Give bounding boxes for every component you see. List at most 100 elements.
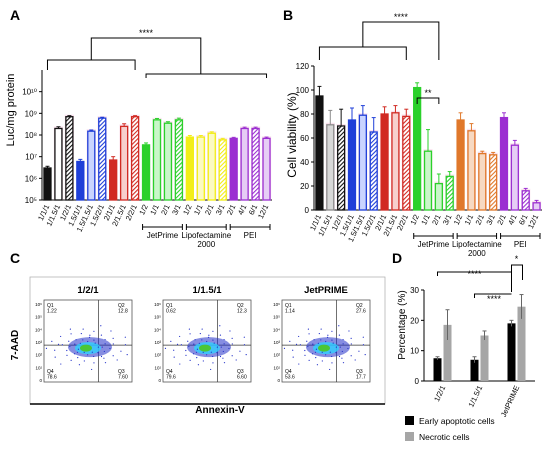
flow-event [201, 339, 203, 341]
d-bracket-2 [474, 293, 512, 298]
a-bracket-right [145, 73, 268, 78]
a-y-tick-label: 10¹⁰ [22, 88, 37, 97]
flow-event [112, 337, 114, 339]
a-bar [152, 119, 162, 201]
flow-event [320, 339, 322, 341]
d-category-label: 1/2/1 [432, 384, 447, 403]
d-legend-swatch [405, 432, 414, 441]
d-legend-label: Early apoptotic cells [419, 416, 495, 426]
flow-event [298, 335, 300, 338]
flow-q4-label: Q4 [166, 369, 173, 375]
flow-q4-label: 78.6 [47, 375, 57, 381]
a-bar [185, 136, 195, 201]
flow-tick-label: 10⁵ [35, 315, 42, 320]
flow-q3-label: 17.7 [356, 375, 366, 381]
flow-tick-label: 10⁶ [154, 302, 161, 307]
d-legend-label: Necrotic cells [419, 432, 470, 442]
flow-event [307, 328, 309, 330]
flow-q1-label: Q1 [285, 303, 292, 309]
flow-event [94, 342, 96, 344]
flow-event [339, 346, 341, 348]
flow-event [231, 343, 233, 345]
flow-event [315, 357, 317, 359]
panel-b-chart: Cell viability (%) 0204060801001201/1/11… [285, 12, 542, 258]
flow-event [354, 359, 356, 361]
flow-event [358, 350, 360, 352]
a-bracket-top [90, 37, 202, 74]
a-bar [65, 116, 74, 201]
flow-event [51, 340, 53, 342]
b-category-label: 2/1 [495, 213, 508, 226]
flow-q4-label: Q4 [47, 369, 54, 375]
flow-event [314, 351, 317, 353]
flow-event [78, 364, 81, 366]
b-bar [423, 150, 433, 211]
panel-d-chart: Percentage (%) 0 10 20 30 1/2/1 1/1.5/1 JetPRI… [397, 254, 535, 442]
flow-event [231, 337, 233, 339]
a-bar [98, 117, 107, 201]
flow-event [342, 343, 344, 345]
flow-event [350, 337, 352, 339]
b-category-label: 2/1 [474, 213, 487, 226]
flow-event [321, 351, 323, 353]
d-bracket-3 [511, 264, 523, 280]
b-bracket-top [362, 21, 440, 60]
flow-event [315, 348, 318, 350]
flow-event [308, 359, 310, 361]
a-bar [76, 160, 85, 201]
flow-q2-label: Q2 [356, 303, 363, 309]
d-y-tick-label: 20 [410, 316, 419, 325]
flow-event [364, 354, 366, 356]
flow-q4-label: Q4 [285, 369, 292, 375]
flow-event [104, 338, 106, 341]
flow-event [104, 362, 107, 364]
flow-event [212, 362, 214, 364]
a-category-label: 1/1 [192, 203, 205, 216]
flow-event [231, 355, 233, 357]
b-bar [347, 119, 357, 211]
flow-event [87, 340, 89, 343]
flow-event [298, 363, 300, 365]
flow-event [60, 335, 62, 338]
b-bar [521, 190, 530, 211]
flow-event [332, 342, 334, 344]
b-bracket-small [416, 97, 440, 104]
flow-event [201, 328, 203, 330]
flow-event [341, 357, 343, 359]
flow-event [126, 354, 128, 356]
flow-event [82, 328, 84, 330]
a-group-label: 2000 [197, 240, 215, 249]
b-y-tick-label: 0 [305, 206, 310, 215]
flow-event [325, 354, 327, 356]
b-bar [456, 119, 465, 211]
panel-a-chart: Luc/mg protein 10⁵10⁶10⁷10⁸10⁹10¹⁰1/1/11… [5, 28, 272, 249]
flow-event [75, 339, 77, 341]
flow-event [318, 332, 320, 335]
b-bar [467, 130, 476, 211]
flow-event [325, 340, 327, 343]
flow-tick-label: 10¹ [35, 365, 42, 370]
flow-tick-label: 0 [158, 378, 161, 383]
panel-letter-b: B [283, 7, 293, 23]
b-category-label: 1/2 [452, 213, 465, 226]
panel-letter-d: D [392, 250, 402, 266]
flow-q1-label: 0.62 [166, 309, 176, 315]
a-bar [229, 137, 238, 201]
flow-event [338, 325, 340, 327]
d-bracket-1 [437, 271, 512, 292]
a-bar [87, 130, 96, 201]
flow-event [187, 340, 189, 342]
flow-tick-label: 10¹ [154, 365, 161, 370]
b-bracket-left [318, 46, 407, 60]
d-bar [433, 358, 442, 381]
b-significance-1: **** [394, 12, 409, 22]
b-bar [358, 114, 367, 211]
b-significance-2: ** [424, 88, 432, 98]
flow-event [93, 355, 95, 358]
flow-event [350, 343, 352, 345]
flow-event [91, 351, 93, 353]
flow-q3-label: Q3 [237, 369, 244, 375]
d-category-label: 1/1.5/1 [466, 384, 484, 409]
flow-event [66, 354, 68, 356]
flow-tick-label: 0 [39, 378, 42, 383]
